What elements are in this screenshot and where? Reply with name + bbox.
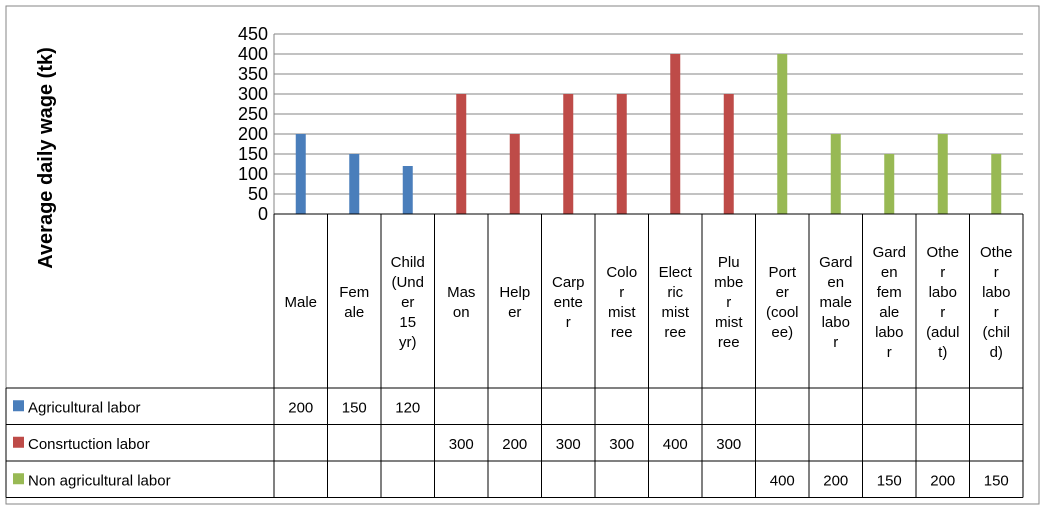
bar — [884, 154, 895, 214]
y-tick-label: 300 — [238, 84, 268, 104]
data-value: 300 — [716, 436, 741, 453]
y-tick-label: 100 — [238, 164, 268, 184]
y-tick-label: 200 — [238, 124, 268, 144]
y-tick-label: 450 — [238, 24, 268, 44]
legend-key — [13, 436, 24, 448]
category-label: Elect ric mist ree — [659, 264, 693, 341]
category-label: Colo r mist ree — [606, 264, 637, 341]
data-value: 200 — [288, 399, 313, 416]
y-tick-label: 350 — [238, 64, 268, 84]
data-value: 150 — [984, 472, 1009, 489]
data-value: 200 — [930, 472, 955, 489]
data-value: 300 — [556, 436, 581, 453]
bars — [295, 54, 1002, 214]
category-label: Help er — [499, 284, 530, 321]
category-label: Mas on — [447, 284, 475, 321]
data-value: 150 — [342, 399, 367, 416]
category-label: Male — [284, 294, 317, 311]
data-value: 200 — [823, 472, 848, 489]
bar — [937, 134, 948, 214]
y-tick-label: 250 — [238, 104, 268, 124]
y-tick-label: 400 — [238, 44, 268, 64]
data-value: 400 — [770, 472, 795, 489]
bar — [456, 94, 467, 214]
y-tick-label: 150 — [238, 144, 268, 164]
bar — [991, 154, 1002, 214]
data-value: 150 — [877, 472, 902, 489]
legend-label: Agricultural labor — [28, 399, 141, 416]
y-tick-label: 0 — [258, 204, 268, 224]
legend-key — [13, 473, 24, 485]
category-label: Gard en male labo r — [819, 254, 852, 351]
data-value: 300 — [609, 436, 634, 453]
data-table: Male Fem ale Child (Und er 15 yr) Mas on Help er Car… — [5, 213, 1024, 498]
category-label: Child (Und er 15 yr) — [391, 254, 425, 351]
bar — [616, 94, 627, 214]
data-value: 200 — [502, 436, 527, 453]
bar — [830, 134, 841, 214]
category-label: Othe r labo r (adul t) — [926, 244, 959, 361]
bar — [509, 134, 520, 214]
category-label: Port er (cool ee) — [766, 264, 799, 341]
bar — [777, 54, 788, 214]
bar — [723, 94, 734, 214]
bar — [295, 134, 306, 214]
category-label: Carp ente r — [552, 274, 585, 331]
data-value: 300 — [449, 436, 474, 453]
legend-label: Consrtuction labor — [28, 436, 150, 453]
bar — [670, 54, 681, 214]
bar — [349, 154, 360, 214]
legend-label: Non agricultural labor — [28, 472, 171, 489]
legend-key — [13, 400, 24, 412]
data-value: 400 — [663, 436, 688, 453]
category-label: Plu mbe r mist ree — [714, 254, 743, 351]
category-label: Gard en fem ale labo r — [873, 244, 906, 361]
category-label: Fem ale — [339, 284, 369, 321]
category-label: Othe r labo r (chil d) — [980, 244, 1013, 361]
bar — [402, 166, 413, 214]
bar — [563, 94, 574, 214]
y-tick-label: 50 — [248, 184, 268, 204]
y-axis-title: Average daily wage (tk) — [35, 47, 57, 269]
data-value: 120 — [395, 399, 420, 416]
chart-border — [5, 5, 1040, 505]
